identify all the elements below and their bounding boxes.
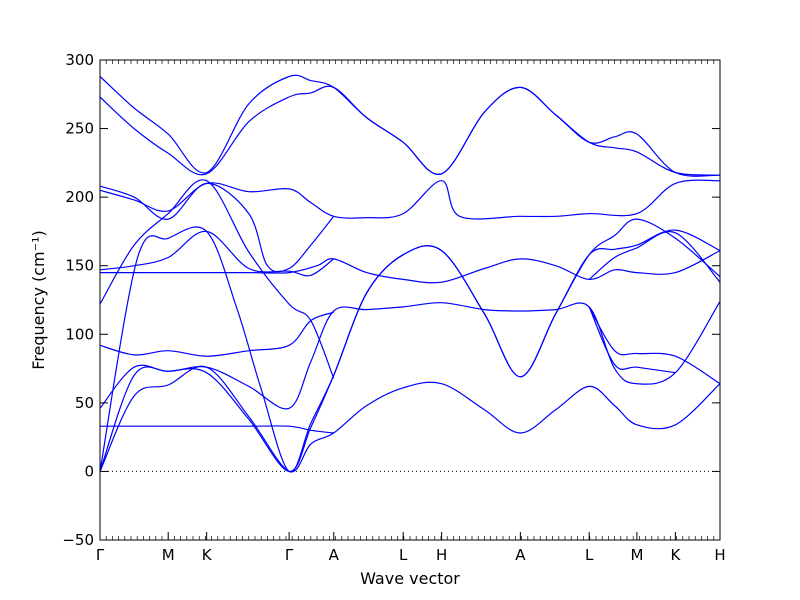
- x-tick-label: H: [436, 546, 447, 564]
- y-tick-label: 0: [84, 462, 94, 480]
- branch-line-3: [99, 226, 721, 473]
- plot-frame: [99, 59, 721, 541]
- x-axis-title: Wave vector: [360, 569, 460, 588]
- branch-line-16: [99, 85, 721, 176]
- y-tick-label: 150: [65, 257, 94, 275]
- branch-line-11: [99, 230, 335, 277]
- y-tick-label: 100: [65, 325, 94, 343]
- x-tick-label: A: [515, 546, 526, 564]
- ticks-layer: −50 0 50 100 150 200 250 300 Γ M K Γ A L H A L M K H: [62, 51, 725, 564]
- branch-line-4: [100, 425, 334, 434]
- branch-line-8: [588, 306, 721, 385]
- y-tick-label: 250: [65, 120, 94, 138]
- y-tick-label: 50: [75, 394, 94, 412]
- x-tick-label: M: [630, 546, 643, 564]
- branch-line-5: [99, 301, 721, 410]
- x-tick-label: L: [585, 546, 594, 564]
- x-tick-label: K: [670, 546, 681, 564]
- x-tick-label: Γ: [285, 546, 294, 564]
- y-axis-title: Frequency (cm⁻¹): [29, 230, 48, 369]
- plot-background: [100, 60, 720, 540]
- y-tick-label: 200: [65, 188, 94, 206]
- branch-line-14: [99, 182, 335, 273]
- x-tick-label: H: [714, 546, 725, 564]
- x-tick-label: L: [399, 546, 408, 564]
- series-layer: [99, 74, 721, 473]
- x-tick-label: M: [162, 546, 175, 564]
- x-tick-label: Γ: [96, 546, 105, 564]
- branch-line-9: [588, 306, 676, 374]
- x-tick-label: A: [329, 546, 340, 564]
- x-tick-label: K: [202, 546, 213, 564]
- y-tick-label: 300: [65, 51, 94, 69]
- branch-line-6: [99, 311, 334, 357]
- branch-line-12: [588, 231, 721, 283]
- y-tick-label: −50: [62, 531, 94, 549]
- branch-line-7: [99, 179, 335, 379]
- branch-line-10: [100, 250, 721, 284]
